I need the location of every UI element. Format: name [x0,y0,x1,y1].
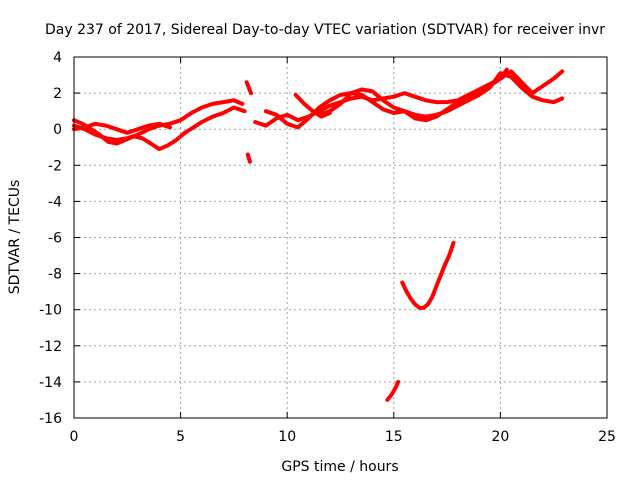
data-series [72,67,565,402]
x-tick-label: 5 [176,429,185,445]
series-trace-j [400,240,456,310]
y-tick-label: -16 [39,411,62,427]
y-tick-label: -14 [39,375,62,391]
series-trace-e [245,152,252,164]
series-trace-d [244,80,253,96]
y-tick-label: -4 [48,194,62,210]
y-tick-label: -6 [48,231,62,247]
chart-title: Day 237 of 2017, Sidereal Day-to-day VTE… [45,22,605,38]
y-axis-label: SDTVAR / TECUs [7,180,23,295]
y-tick-label: -10 [39,303,62,319]
y-tick-label: -12 [39,339,62,355]
series-trace-k [385,379,401,402]
series-trace-b [72,105,247,152]
x-axis-label: GPS time / hours [281,459,398,475]
x-tick-label: 25 [598,429,616,445]
y-tick-label: 4 [53,50,62,66]
x-tick-label: 10 [278,429,296,445]
grid-lines [74,57,607,418]
x-tick-label: 20 [491,429,509,445]
x-tick-label: 15 [385,429,403,445]
x-tick-label: 0 [70,429,79,445]
series-trace-c [72,121,172,135]
plot-frame [73,56,608,419]
series-trace-i [293,92,332,119]
y-tick-label: 2 [53,86,62,102]
y-tick-label: -2 [48,158,62,174]
y-axis-ticks: -16 -14 -12 -10 -8 -6 -4 -2 0 2 4 [39,50,607,427]
x-axis-ticks: 0 5 10 15 20 25 [70,57,616,445]
series-trace-h [317,69,565,123]
y-tick-label: -8 [48,267,62,283]
y-tick-label: 0 [53,122,62,138]
